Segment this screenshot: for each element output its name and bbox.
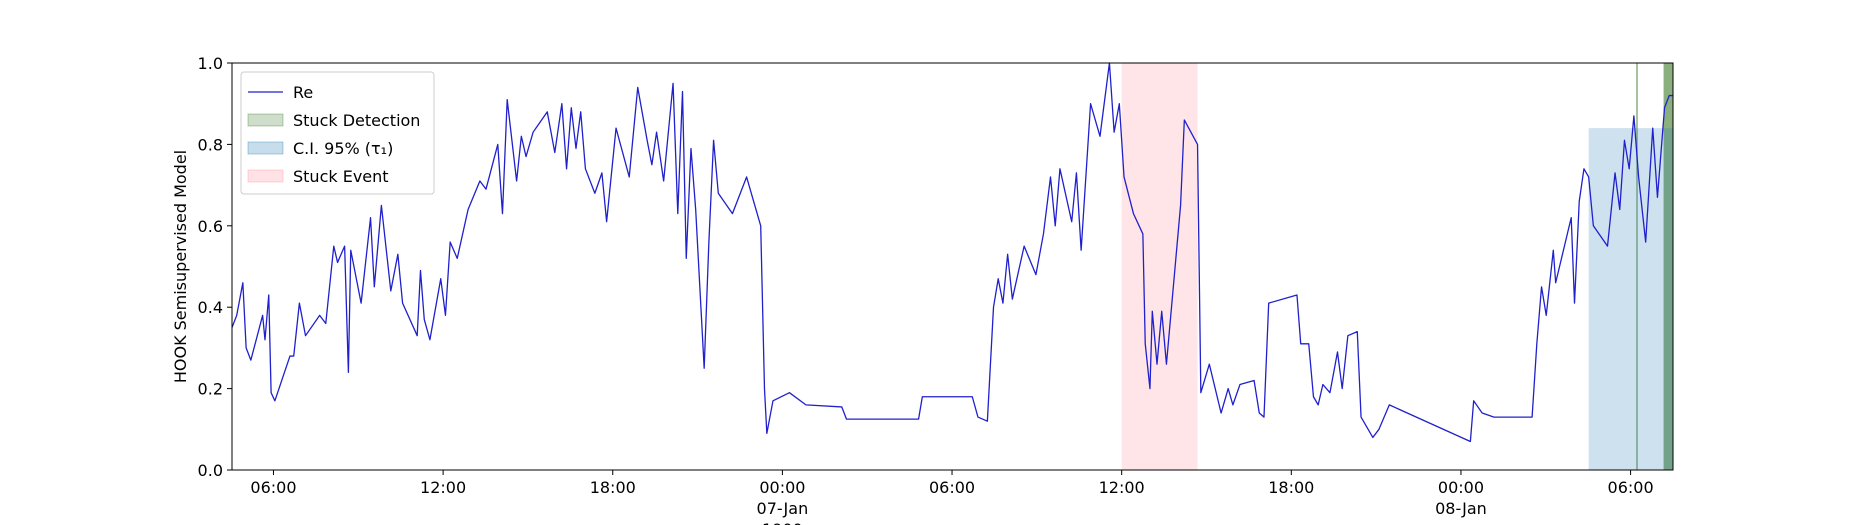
x-tick-label: 06:00 [1608,478,1654,497]
y-tick-label: 0.0 [198,461,223,480]
legend-label: C.I. 95% (τ₁) [293,139,393,158]
x-tick-label: 18:00 [590,478,636,497]
y-tick-label: 0.8 [198,135,223,154]
span-band [1636,63,1638,470]
legend-swatch [247,169,284,183]
legend-label: Re [293,83,313,102]
x-tick-label: 06:00 [929,478,975,497]
legend-label: Stuck Event [293,167,389,186]
span-band [1588,128,1673,470]
x-tick-label: 06:00 [250,478,296,497]
y-tick-label: 0.6 [198,217,223,236]
span-band [1663,63,1673,470]
legend-box [240,71,435,195]
legend-swatch [247,113,284,127]
y-axis-label: HOOK Semisupervised Model [171,150,190,383]
legend-swatch [247,141,284,155]
data-line [231,62,1673,443]
y-tick-label: 0.4 [198,298,223,317]
x-tick-label: 18:00 [1268,478,1314,497]
legend-label: Stuck Detection [293,111,420,130]
y-tick-label: 1.0 [198,54,223,73]
x-tick-label: 12:00 [1099,478,1145,497]
span-band [1121,63,1198,470]
x-tick-label: 00:00 08-Jan [1435,478,1487,518]
x-tick-label: 12:00 [420,478,466,497]
y-tick-label: 0.2 [198,380,223,399]
